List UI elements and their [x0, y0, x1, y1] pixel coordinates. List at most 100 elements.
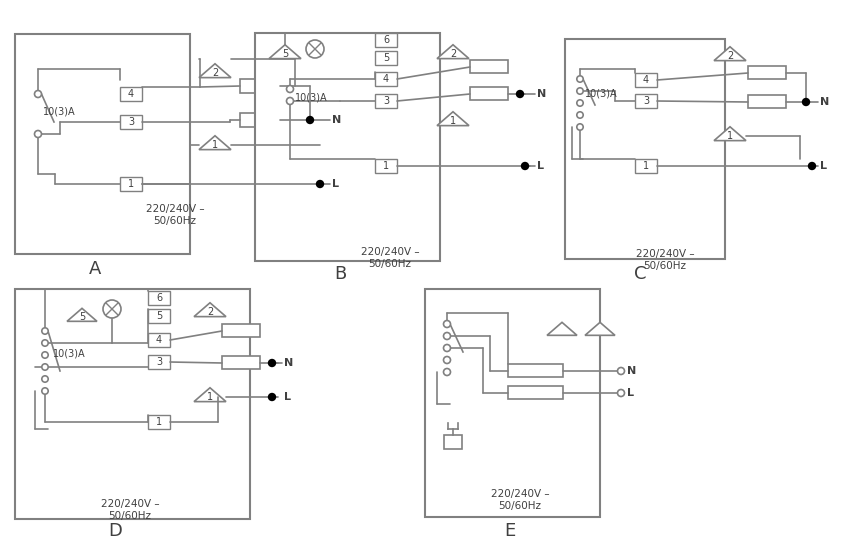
- Circle shape: [444, 345, 450, 351]
- Text: L: L: [820, 161, 827, 171]
- Polygon shape: [199, 136, 231, 150]
- Bar: [120, 177, 142, 191]
- Text: L: L: [627, 388, 634, 398]
- Bar: [375, 51, 397, 65]
- Text: 220/240V –
50/60Hz: 220/240V – 50/60Hz: [490, 489, 549, 511]
- Polygon shape: [194, 388, 226, 402]
- Circle shape: [42, 364, 48, 370]
- Circle shape: [577, 100, 583, 106]
- Text: 2: 2: [450, 49, 456, 59]
- Bar: [120, 87, 142, 101]
- Text: 3: 3: [156, 357, 162, 367]
- Text: 1: 1: [727, 131, 733, 141]
- Circle shape: [269, 360, 275, 367]
- Text: A: A: [88, 260, 101, 278]
- Bar: [148, 309, 170, 323]
- Bar: [375, 72, 397, 86]
- Circle shape: [42, 340, 48, 346]
- Text: 1: 1: [207, 392, 213, 402]
- Bar: [240, 79, 280, 93]
- Circle shape: [808, 163, 815, 170]
- Polygon shape: [714, 47, 746, 60]
- Polygon shape: [714, 127, 746, 141]
- Text: 220/240V –
50/60Hz: 220/240V – 50/60Hz: [360, 247, 419, 268]
- Bar: [470, 87, 508, 100]
- Bar: [148, 333, 170, 347]
- Text: 5: 5: [156, 311, 162, 321]
- Text: N: N: [284, 358, 293, 368]
- Bar: [120, 115, 142, 129]
- Bar: [635, 94, 657, 108]
- Polygon shape: [199, 64, 231, 77]
- Circle shape: [316, 181, 324, 188]
- Bar: [425, 289, 600, 517]
- Text: 220/240V –
50/60Hz: 220/240V – 50/60Hz: [145, 204, 204, 226]
- Bar: [240, 113, 280, 127]
- Bar: [375, 33, 397, 47]
- Polygon shape: [437, 45, 469, 59]
- Bar: [15, 34, 190, 254]
- Text: 6: 6: [383, 35, 389, 45]
- Circle shape: [444, 321, 450, 328]
- Text: 3: 3: [383, 96, 389, 106]
- Text: 5: 5: [382, 53, 389, 63]
- Circle shape: [577, 112, 583, 118]
- Text: 1: 1: [643, 161, 649, 171]
- Text: 1: 1: [128, 179, 134, 189]
- Circle shape: [42, 352, 48, 358]
- Bar: [635, 159, 657, 173]
- Text: N: N: [820, 97, 830, 107]
- Circle shape: [42, 376, 48, 382]
- Bar: [444, 435, 462, 449]
- Circle shape: [307, 116, 314, 124]
- Text: B: B: [334, 265, 346, 283]
- Text: 10(3)A: 10(3)A: [53, 349, 86, 359]
- Bar: [375, 94, 397, 108]
- Bar: [148, 291, 170, 305]
- Bar: [565, 39, 725, 259]
- Text: 1: 1: [383, 161, 389, 171]
- Text: L: L: [537, 161, 544, 171]
- Text: 4: 4: [383, 74, 389, 84]
- Text: 3: 3: [643, 96, 649, 106]
- Bar: [148, 415, 170, 429]
- Text: N: N: [537, 89, 547, 99]
- Text: C: C: [634, 265, 646, 283]
- Text: 4: 4: [643, 75, 649, 85]
- Circle shape: [617, 389, 625, 396]
- Polygon shape: [67, 309, 97, 321]
- Circle shape: [306, 40, 324, 58]
- Bar: [748, 66, 786, 79]
- Text: 10(3)A: 10(3)A: [295, 92, 327, 102]
- Text: 2: 2: [207, 307, 213, 317]
- Text: 4: 4: [128, 89, 134, 99]
- Circle shape: [517, 91, 524, 98]
- Bar: [375, 159, 397, 173]
- Polygon shape: [269, 45, 301, 59]
- Text: 10(3)A: 10(3)A: [585, 89, 618, 99]
- Polygon shape: [547, 322, 577, 335]
- Bar: [148, 355, 170, 369]
- Text: 1: 1: [212, 140, 218, 150]
- Text: N: N: [627, 366, 637, 376]
- Text: 3: 3: [128, 117, 134, 127]
- Circle shape: [444, 368, 450, 376]
- Circle shape: [522, 163, 529, 170]
- Circle shape: [802, 98, 809, 105]
- Polygon shape: [194, 302, 226, 317]
- Circle shape: [286, 86, 293, 92]
- Circle shape: [42, 328, 48, 334]
- Text: 6: 6: [156, 293, 162, 303]
- Text: 5: 5: [79, 312, 85, 322]
- Circle shape: [577, 76, 583, 82]
- Bar: [15, 289, 250, 519]
- Text: D: D: [108, 522, 122, 540]
- Bar: [748, 95, 786, 108]
- Text: 220/240V –
50/60Hz: 220/240V – 50/60Hz: [100, 499, 159, 520]
- Text: 1: 1: [450, 116, 456, 126]
- Text: 4: 4: [156, 335, 162, 345]
- Circle shape: [103, 300, 121, 318]
- Text: 5: 5: [282, 49, 288, 59]
- Text: 10(3)A: 10(3)A: [43, 107, 76, 117]
- Circle shape: [286, 98, 293, 104]
